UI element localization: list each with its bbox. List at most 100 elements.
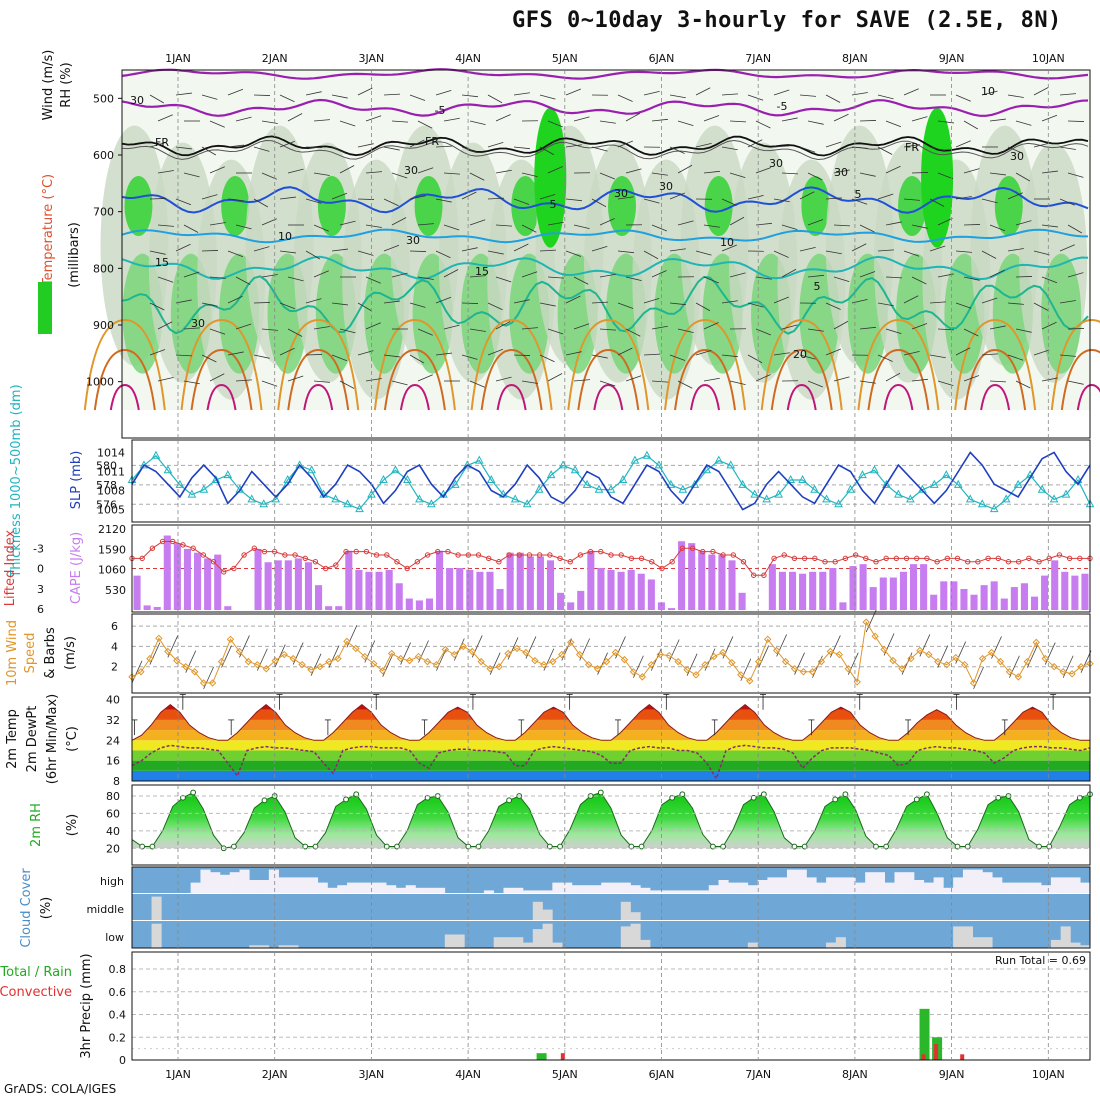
li-tick-label: 6	[37, 603, 44, 616]
wind-barb	[1015, 328, 1032, 333]
cloud-bar-low	[513, 937, 524, 948]
wind-barb	[547, 276, 564, 279]
wind-barb	[435, 89, 452, 96]
thickness-point	[139, 460, 149, 469]
li-point	[1056, 552, 1063, 558]
wind-barb	[781, 224, 798, 231]
thickness-point	[462, 460, 472, 469]
wind-barb-10m	[973, 666, 984, 690]
rh-point	[597, 789, 604, 796]
temperature-contour-label: FR	[905, 141, 919, 154]
wind-barb	[253, 354, 270, 359]
wind-barb	[357, 87, 373, 96]
li-point	[149, 545, 156, 551]
wind-barb	[781, 117, 798, 122]
wind-barb	[703, 276, 719, 284]
rh-point	[995, 794, 1002, 801]
wind-barb	[365, 224, 382, 228]
wind-barb	[903, 295, 919, 304]
thickness-point	[714, 455, 724, 464]
wind-speed-point	[182, 663, 190, 671]
rh-point	[791, 843, 798, 850]
wind-barb	[565, 295, 581, 304]
temperature-contour-label: 10	[720, 236, 734, 249]
thickness-point	[295, 460, 304, 469]
cloud-bar-high	[835, 877, 846, 893]
li-point	[190, 545, 196, 551]
cape-bar	[143, 605, 151, 610]
wind-speed-point	[361, 652, 369, 661]
wind-barb	[495, 114, 511, 122]
wind-barb	[1015, 380, 1031, 389]
y-axis-label-thickness-slp: SLP (mb)	[69, 451, 84, 510]
li-point	[598, 548, 604, 555]
wind-barb	[721, 244, 737, 252]
wind-speed-point	[799, 668, 808, 676]
rh-point	[475, 843, 482, 850]
cape-bar	[546, 560, 555, 610]
precip-legend-convective: Convective	[0, 985, 72, 1000]
wind-speed-point	[1077, 663, 1085, 671]
wind-barb	[591, 146, 608, 152]
wind-barb-10m	[131, 660, 143, 683]
cloud-bar-middle	[620, 901, 631, 920]
cloud-bar-high	[874, 872, 886, 893]
wind-barb	[227, 198, 244, 202]
temp-contour-25	[567, 318, 650, 411]
li-point	[282, 552, 288, 558]
wind-barb	[721, 146, 738, 151]
wind-barb	[469, 380, 485, 388]
rh-contour-label: 30	[191, 317, 205, 330]
wind-barb	[183, 271, 200, 278]
rh-point	[750, 794, 757, 801]
rh-contour-label: 30	[1010, 150, 1024, 163]
cloud-bar-high	[1060, 877, 1071, 893]
thickness-point	[941, 470, 951, 479]
thickness-point	[762, 494, 772, 503]
wind-barb	[963, 168, 980, 174]
wind-barb	[409, 139, 425, 148]
wind-barb	[209, 166, 225, 174]
li-point	[170, 538, 176, 545]
wind-speed-point	[459, 642, 467, 651]
wind-barb	[799, 354, 816, 360]
slp-tick-label: 1014	[97, 446, 125, 459]
wind-barb	[157, 276, 174, 283]
li-point	[455, 552, 461, 558]
wind-barb	[729, 172, 746, 179]
wind-speed-point	[280, 650, 288, 659]
wind-barb	[565, 351, 582, 356]
cloud-bar-high	[738, 882, 749, 893]
wind-barb	[669, 248, 686, 252]
y-axis-label-wind-10m: (m/s)	[63, 636, 78, 670]
wind-barb	[721, 93, 738, 96]
cape-bar	[688, 543, 696, 610]
wind-barb	[253, 198, 269, 208]
cloud-bar-high	[689, 890, 700, 893]
li-point	[516, 552, 522, 558]
li-point	[618, 552, 624, 558]
wind-barb	[695, 349, 712, 356]
wind-barb	[461, 354, 478, 360]
temp-contour-m10	[121, 68, 1089, 80]
wind-barb	[1059, 244, 1075, 252]
wind-speed-point	[190, 668, 199, 676]
cloud-bar-high	[1002, 882, 1013, 893]
wind-barb	[1041, 114, 1058, 122]
cloud-bar-high	[356, 882, 367, 893]
wind-barb	[539, 193, 556, 200]
wind-barb	[599, 120, 616, 124]
thickness-point	[343, 499, 352, 508]
wind-barb	[643, 353, 660, 356]
date-label-top: 7JAN	[745, 52, 771, 65]
cape-bar	[557, 592, 565, 610]
cloud-bar-low	[1070, 942, 1081, 948]
cape-bar	[1030, 596, 1039, 610]
temperature-contour-label: 5	[550, 198, 557, 211]
wind-barb	[331, 146, 347, 155]
cape-bar	[809, 571, 817, 610]
wind-barb-10m	[149, 642, 161, 665]
wind-speed-point	[208, 679, 217, 687]
li-point	[159, 538, 166, 545]
